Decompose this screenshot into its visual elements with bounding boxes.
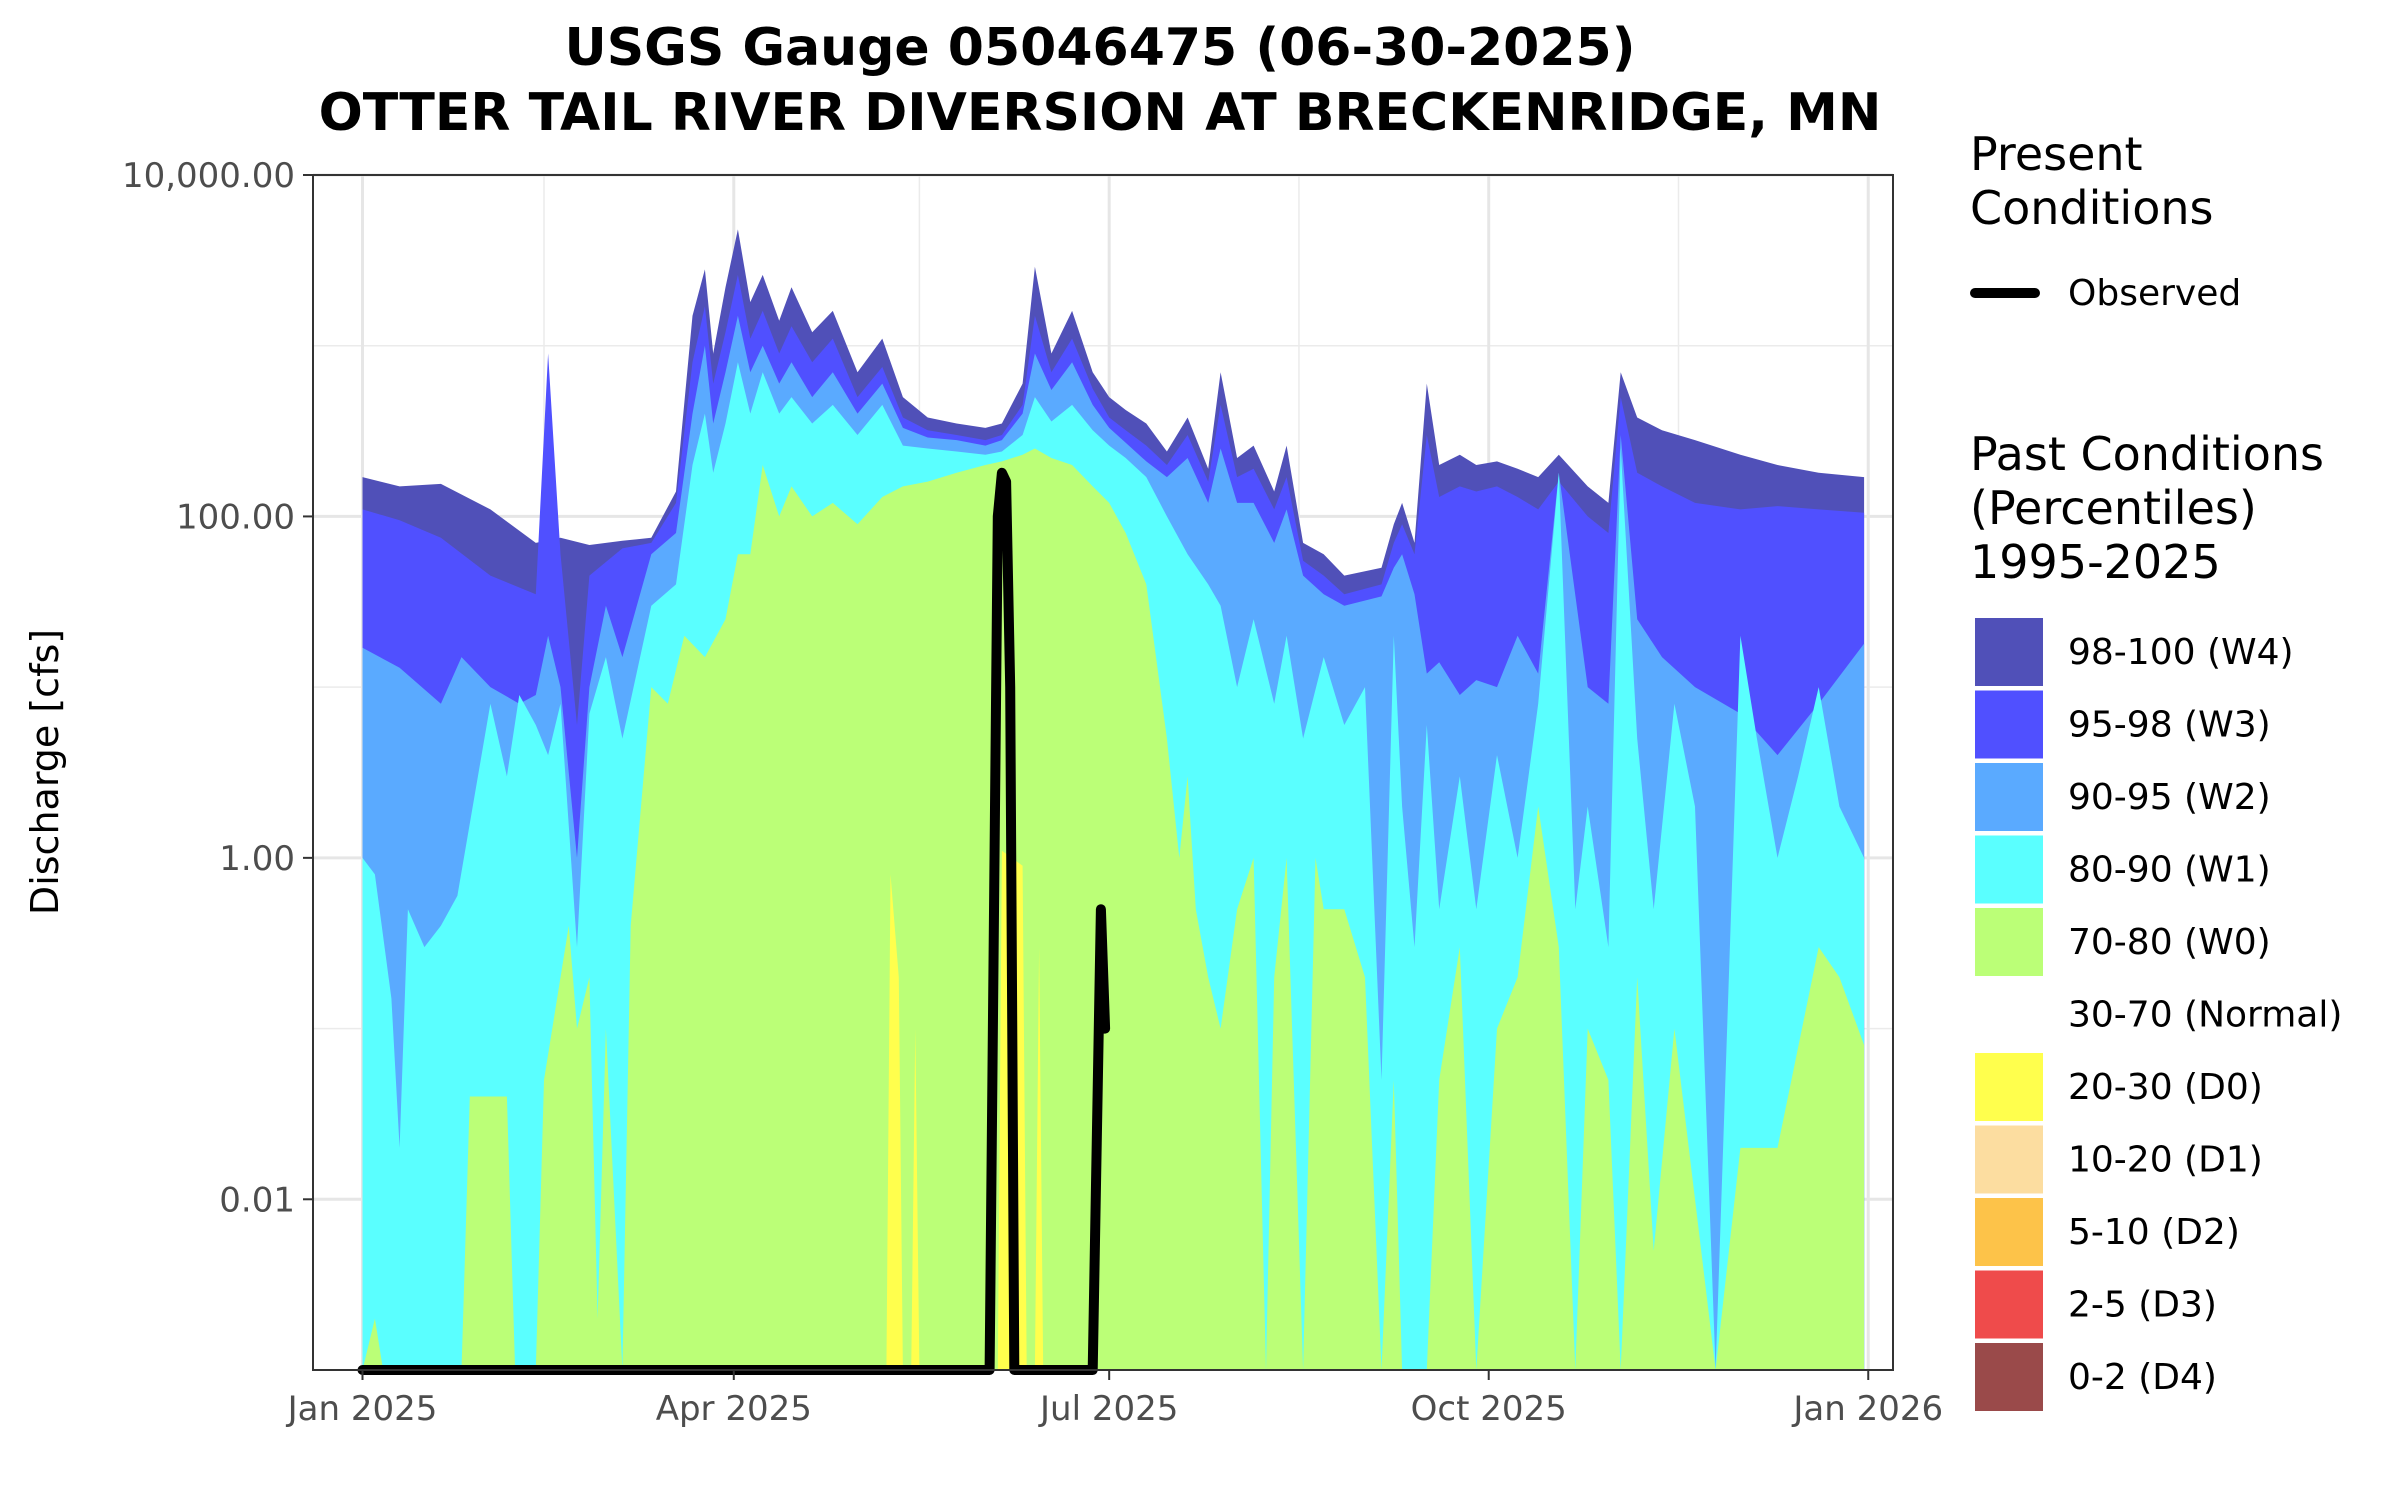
y-tick-label-1: 100.00 [176,497,295,537]
x-tick-label-0: Jan 2025 [286,1389,438,1429]
legend-past-title-line1: Past Conditions [1970,427,2324,481]
legend-observed-label: Observed [2068,273,2241,314]
x-tick-label-1: Apr 2025 [656,1389,812,1429]
x-tick-label-3: Oct 2025 [1411,1389,1567,1429]
x-tick-label-2: Jul 2025 [1038,1389,1178,1429]
legend-item-label-4: 70-80 (W0) [2068,922,2271,963]
chart-title-line1: USGS Gauge 05046475 (06-30-2025) [564,18,1635,78]
legend-item-label-10: 0-2 (D4) [2068,1357,2217,1398]
series-line-observed [357,467,1111,1375]
observed-series [357,467,1111,1375]
y-axis-label: Discharge [cfs] [23,629,67,915]
y-tick-label-3: 0.01 [219,1180,295,1220]
legend-swatch-4 [1975,908,2043,976]
percentile-bands [362,229,1865,1371]
legend-item-label-0: 98-100 (W4) [2068,632,2294,673]
legend-item-label-6: 20-30 (D0) [2068,1067,2263,1108]
legend-item-label-1: 95-98 (W3) [2068,705,2271,746]
legend-item-label-2: 90-95 (W2) [2068,777,2271,818]
chart-title-line2: OTTER TAIL RIVER DIVERSION AT BRECKENRID… [319,83,1882,143]
legend-present-title-line2: Conditions [1970,181,2213,235]
legend-swatch-10 [1975,1343,2043,1411]
legend-swatch-6 [1975,1053,2043,1121]
legend-present-title-line1: Present [1970,127,2143,181]
legend-item-label-8: 5-10 (D2) [2068,1212,2240,1253]
legend-item-label-3: 80-90 (W1) [2068,850,2271,891]
legend-swatch-5 [1975,980,2043,1049]
plot-panel-border [312,174,1894,1371]
legend-swatch-3 [1975,835,2043,904]
legend-item-label-9: 2-5 (D3) [2068,1285,2217,1326]
y-tick-label-0: 10,000.00 [122,156,295,196]
legend-past-items: 98-100 (W4) 95-98 (W3) 90-95 (W2) 80-90 (W1… [1975,618,2342,1411]
legend: Present Conditions Observed Past Conditi… [1970,127,2342,1411]
y-tick-label-2: 1.00 [219,839,295,879]
legend-swatch-7 [1975,1125,2043,1194]
x-tick-label-4: Jan 2026 [1791,1389,1943,1429]
y-axis-ticks: 10,000.00 100.00 1.00 0.01 [122,156,313,1220]
legend-swatch-9 [1975,1270,2043,1339]
band-70-80-w0 [362,448,1865,1370]
legend-item-label-5: 30-70 (Normal) [2068,995,2342,1036]
legend-past-title-line2: (Percentiles) [1970,481,2257,535]
legend-swatch-0 [1975,618,2043,686]
legend-past-title-line3: 1995-2025 [1970,535,2221,589]
x-axis-ticks: Jan 2025 Apr 2025 Jul 2025 Oct 2025 Jan 2026 [286,1370,1943,1429]
legend-swatch-8 [1975,1198,2043,1266]
legend-swatch-2 [1975,763,2043,831]
legend-item-label-7: 10-20 (D1) [2068,1140,2263,1181]
legend-swatch-1 [1975,690,2043,759]
